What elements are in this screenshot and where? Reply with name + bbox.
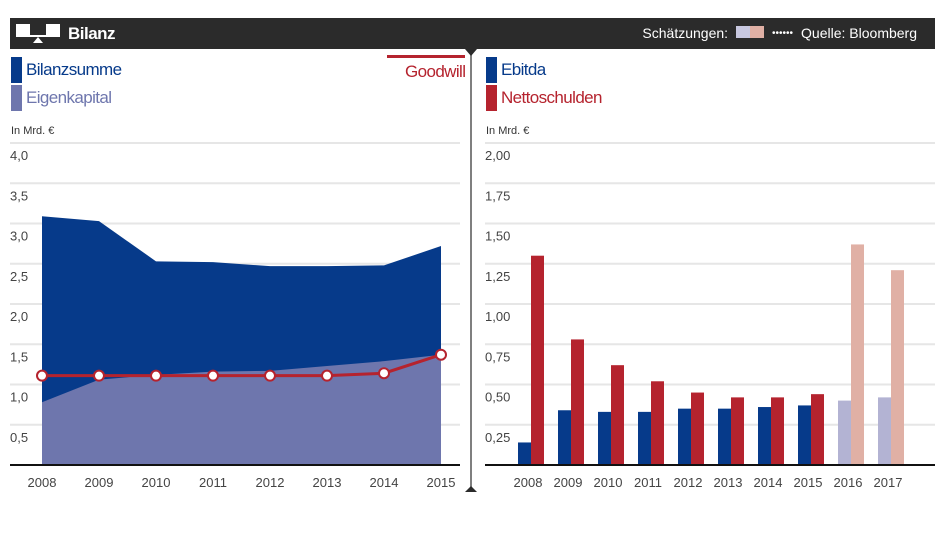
bar-ebitda-2008 bbox=[518, 442, 531, 465]
bar-ebitda-2013 bbox=[718, 408, 731, 465]
bar-ebitda-2015 bbox=[798, 405, 811, 465]
legend-nettoschulden: Nettoschulden bbox=[486, 85, 602, 111]
header-title: Bilanz bbox=[68, 24, 116, 43]
x-tick-label: 2009 bbox=[554, 475, 583, 490]
left-unit-label: In Mrd. € bbox=[11, 125, 55, 137]
legend-label: Bilanzsumme bbox=[26, 60, 122, 79]
x-tick-label: 2013 bbox=[313, 475, 342, 490]
x-tick-label: 2012 bbox=[256, 475, 285, 490]
goodwill-point-2010 bbox=[150, 369, 162, 382]
x-tick-label: 2015 bbox=[427, 475, 456, 490]
x-tick-label: 2008 bbox=[28, 475, 57, 490]
x-tick-label: 2012 bbox=[674, 475, 703, 490]
bar-ebitda-2017 bbox=[878, 397, 891, 465]
x-tick-label: 2008 bbox=[514, 475, 543, 490]
divider-arrow-top bbox=[465, 49, 477, 56]
y-tick-label: 0,25 bbox=[485, 430, 510, 445]
y-tick-label: 4,0 bbox=[10, 148, 28, 163]
area-eigenkapital bbox=[42, 354, 441, 465]
x-tick-label: 2009 bbox=[85, 475, 114, 490]
balance-scale-icon bbox=[16, 24, 60, 43]
goodwill-point-2009 bbox=[93, 369, 105, 382]
bar-nettoschulden-2013 bbox=[731, 397, 744, 465]
x-tick-label: 2011 bbox=[199, 475, 227, 490]
y-tick-label: 1,0 bbox=[10, 390, 28, 405]
source-label: Quelle: Bloomberg bbox=[801, 25, 917, 41]
legend-goodwill: Goodwill bbox=[405, 62, 466, 82]
x-tick-label: 2015 bbox=[794, 475, 823, 490]
bar-ebitda-2016 bbox=[838, 400, 851, 465]
legend-ebitda: Ebitda bbox=[486, 57, 546, 83]
estimates-label: Schätzungen: bbox=[642, 25, 729, 41]
bar-ebitda-2012 bbox=[678, 408, 691, 465]
goodwill-point-2014 bbox=[378, 367, 390, 380]
goodwill-point-2011 bbox=[207, 369, 219, 382]
legend-swatch bbox=[11, 85, 22, 111]
line-goodwill bbox=[42, 353, 442, 378]
bar-nettoschulden-2009 bbox=[571, 339, 584, 465]
y-tick-label: 1,50 bbox=[485, 229, 510, 244]
right-unit-label: In Mrd. € bbox=[486, 125, 530, 137]
bar-ebitda-2009 bbox=[558, 410, 571, 465]
header-bar: Bilanz Schätzungen: •••••• Quelle: Bloom… bbox=[10, 18, 935, 49]
x-tick-label: 2014 bbox=[370, 475, 399, 490]
y-tick-label: 1,00 bbox=[485, 309, 510, 324]
y-tick-label: 1,5 bbox=[10, 349, 28, 364]
x-tick-label: 2017 bbox=[874, 475, 903, 490]
x-tick-label: 2016 bbox=[834, 475, 863, 490]
x-tick-label: 2013 bbox=[714, 475, 743, 490]
estimate-dots: •••••• bbox=[772, 27, 794, 39]
legend-label: Eigenkapital bbox=[26, 88, 112, 107]
y-tick-label: 2,00 bbox=[485, 148, 510, 163]
goodwill-point-2008 bbox=[36, 369, 48, 382]
divider-arrow-bottom bbox=[465, 486, 477, 492]
bar-nettoschulden-2017 bbox=[891, 270, 904, 465]
y-tick-label: 3,0 bbox=[10, 229, 28, 244]
bar-nettoschulden-2015 bbox=[811, 394, 824, 465]
legend-bilanzsumme: Bilanzsumme bbox=[11, 57, 122, 83]
y-tick-label: 1,25 bbox=[485, 269, 510, 284]
goodwill-point-2015 bbox=[435, 348, 447, 361]
bar-nettoschulden-2012 bbox=[691, 392, 704, 465]
legend-swatch bbox=[486, 57, 497, 83]
x-tick-label: 2010 bbox=[594, 475, 623, 490]
y-tick-label: 0,5 bbox=[10, 430, 28, 445]
x-tick-label: 2011 bbox=[634, 475, 662, 490]
legend-swatch bbox=[11, 57, 22, 83]
bar-nettoschulden-2014 bbox=[771, 397, 784, 465]
y-tick-label: 2,0 bbox=[10, 309, 28, 324]
x-tick-label: 2010 bbox=[142, 475, 171, 490]
bar-nettoschulden-2008 bbox=[531, 255, 544, 465]
bar-nettoschulden-2010 bbox=[611, 365, 624, 465]
goodwill-point-2012 bbox=[264, 369, 276, 382]
legend-eigenkapital: Eigenkapital bbox=[11, 85, 112, 111]
legend-swatch bbox=[486, 85, 497, 111]
goodwill-point-2013 bbox=[321, 369, 333, 382]
bar-ebitda-2011 bbox=[638, 411, 651, 465]
bar-nettoschulden-2011 bbox=[651, 381, 664, 465]
bar-nettoschulden-2016 bbox=[851, 244, 864, 465]
estimate-swatch bbox=[736, 25, 765, 41]
legend-label: Nettoschulden bbox=[501, 88, 602, 107]
x-tick-label: 2014 bbox=[754, 475, 783, 490]
bar-ebitda-2010 bbox=[598, 411, 611, 465]
y-tick-label: 1,75 bbox=[485, 188, 510, 203]
legend-label: Goodwill bbox=[405, 62, 466, 81]
legend-goodwill-line bbox=[387, 55, 465, 58]
y-tick-label: 2,5 bbox=[10, 269, 28, 284]
legend-label: Ebitda bbox=[501, 60, 546, 79]
y-tick-label: 0,50 bbox=[485, 390, 510, 405]
y-tick-label: 3,5 bbox=[10, 188, 28, 203]
bar-ebitda-2014 bbox=[758, 407, 771, 465]
y-tick-label: 0,75 bbox=[485, 349, 510, 364]
